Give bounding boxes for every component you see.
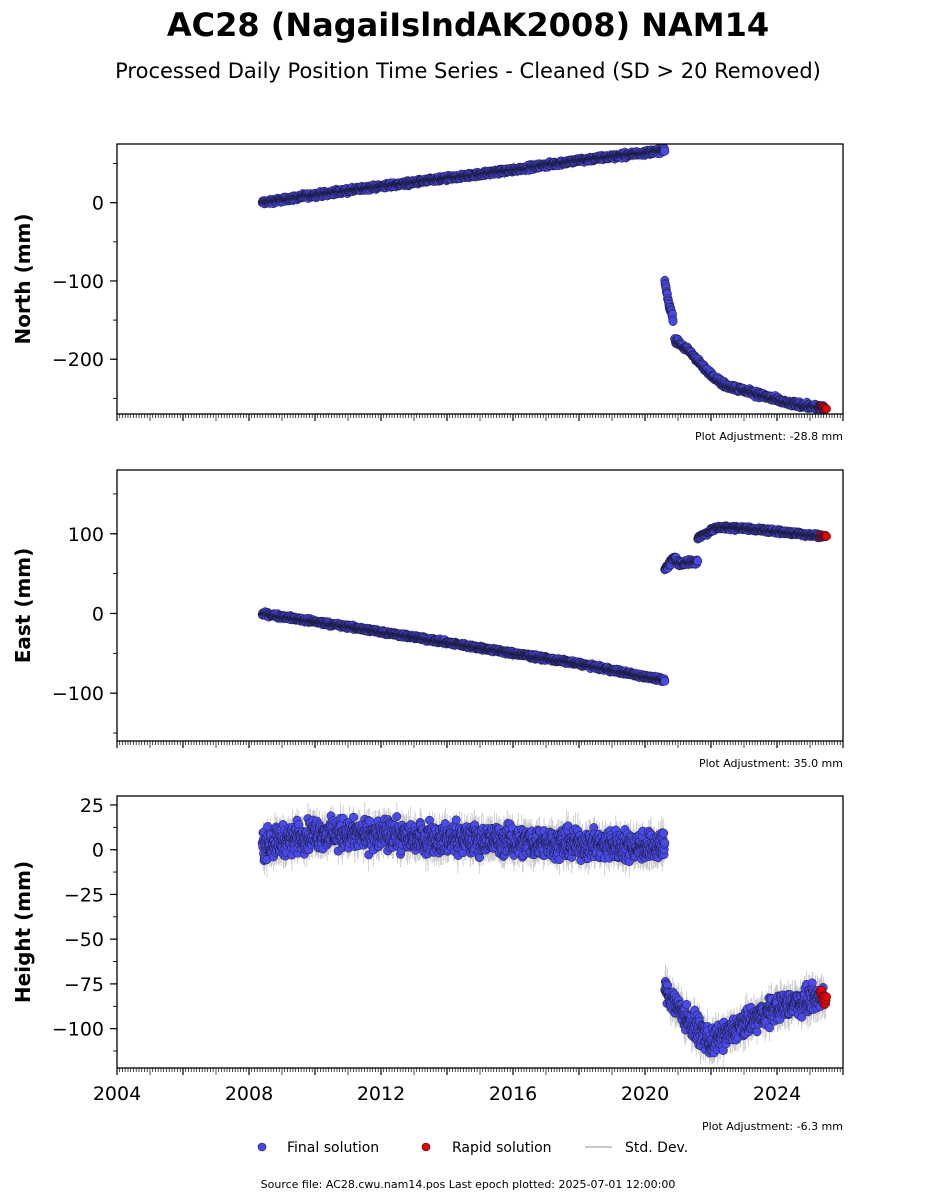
y-tick-label: −100 <box>52 271 104 293</box>
chart-title: AC28 (NagaiIslndAK2008) NAM14 <box>167 6 769 44</box>
plot-adjustment: Plot Adjustment: -28.8 mm <box>695 430 843 443</box>
std-dev-bars <box>261 144 827 414</box>
panel-1: 0 −100 −200 North (mm) Plot Adjustment: -28.… <box>11 143 844 443</box>
y-tick-label: 0 <box>92 193 104 215</box>
plot-area <box>257 144 831 414</box>
rapid-point <box>822 404 831 414</box>
panels: 0 −100 −200 North (mm) Plot Adjustment: -28.… <box>11 143 844 1133</box>
axes-frame <box>116 143 844 415</box>
final-point <box>660 146 670 156</box>
y-tick-label: −200 <box>52 349 104 371</box>
y-axis-label: North (mm) <box>11 213 35 344</box>
data-points <box>257 144 831 414</box>
chart-subtitle: Processed Daily Position Time Series - C… <box>115 59 821 83</box>
plot-area <box>257 520 831 687</box>
final-point <box>668 317 678 326</box>
